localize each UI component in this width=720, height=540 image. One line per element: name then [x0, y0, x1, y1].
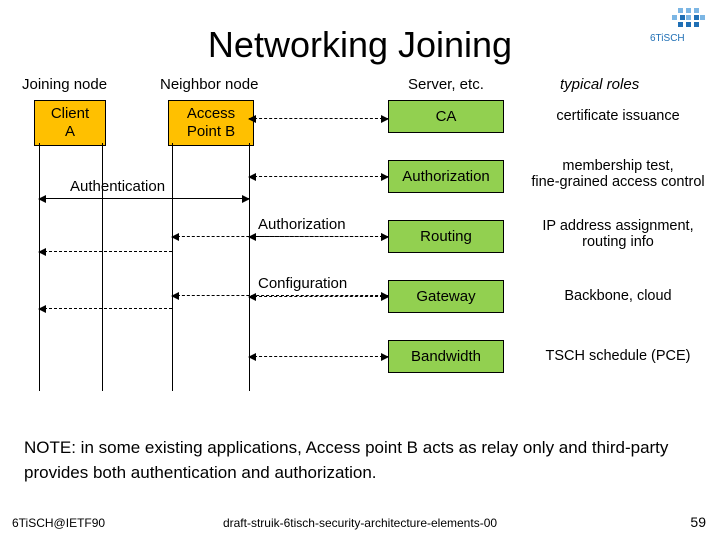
- col-server: Server, etc.: [408, 76, 484, 93]
- col-joining: Joining node: [22, 76, 107, 93]
- desc-auth: membership test, fine-grained access con…: [518, 158, 718, 190]
- lifeline-clientL: [39, 143, 40, 391]
- box-ca: CA: [388, 100, 504, 133]
- col-neighbor: Neighbor node: [160, 76, 258, 93]
- note-text: NOTE: in some existing applications, Acc…: [24, 436, 720, 485]
- footer-page-number: 59: [690, 514, 706, 530]
- desc-gateway: Backbone, cloud: [518, 288, 718, 304]
- arrow-to_routing: [249, 236, 388, 237]
- box-bandwidth: Bandwidth: [388, 340, 504, 373]
- logo: 6TiSCH: [630, 6, 710, 51]
- desc-ca: certificate issuance: [518, 108, 718, 124]
- arrow-to_bandwidth: [249, 356, 388, 357]
- arrow-to_ca: [249, 118, 388, 119]
- box-client-label: Client A: [51, 105, 89, 140]
- lifeline-apL: [172, 143, 173, 391]
- page-title: Networking Joining: [0, 0, 720, 76]
- svg-text:6TiSCH: 6TiSCH: [650, 33, 685, 44]
- desc-bandwidth: TSCH schedule (PCE): [518, 348, 718, 364]
- box-routing: Routing: [388, 220, 504, 253]
- msg-configuration: Configuration: [258, 275, 347, 292]
- box-client-a: Client A: [34, 100, 106, 146]
- box-authorization: Authorization: [388, 160, 504, 193]
- box-ap-label: Access Point B: [187, 105, 235, 140]
- box-access-point-b: Access Point B: [168, 100, 254, 146]
- box-gateway: Gateway: [388, 280, 504, 313]
- arrow-to_auth: [249, 176, 388, 177]
- arrow-authn: [39, 198, 249, 199]
- footer-center: draft-struik-6tisch-security-architectur…: [0, 516, 720, 530]
- col-roles: typical roles: [560, 76, 639, 93]
- msg-authentication: Authentication: [70, 178, 165, 195]
- desc-routing: IP address assignment, routing info: [518, 218, 718, 250]
- arrow-config_to_client: [39, 308, 172, 309]
- arrow-to_gateway: [249, 296, 388, 297]
- sequence-diagram: Joining node Neighbor node Server, etc. …: [0, 76, 720, 436]
- msg-authorization: Authorization: [258, 216, 346, 233]
- arrow-authz_to_client: [39, 251, 172, 252]
